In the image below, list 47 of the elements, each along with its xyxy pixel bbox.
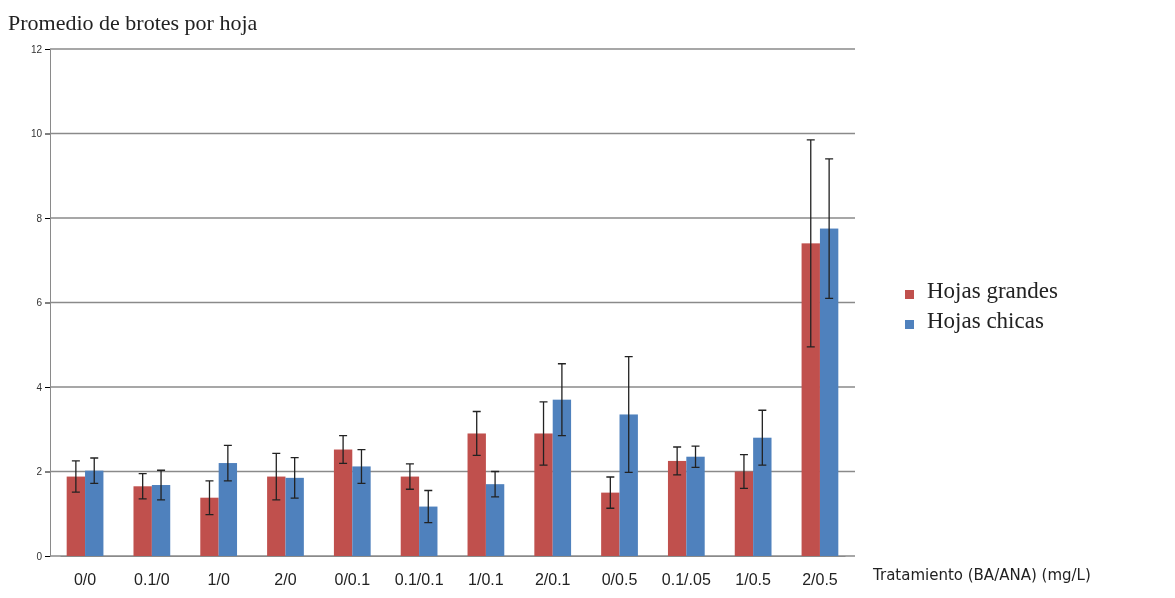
y-tick-label: 8: [36, 212, 43, 224]
bar: [485, 484, 505, 556]
legend-label: Hojas grandes: [927, 278, 1058, 303]
bar: [352, 466, 371, 556]
bar: [686, 456, 705, 556]
bar: [552, 399, 572, 556]
bar: [285, 477, 304, 556]
bar: [534, 433, 553, 556]
x-tick-label: 2/0.1: [534, 571, 571, 589]
bar: [218, 463, 238, 556]
chart-title: Promedio de brotes por hoja: [8, 10, 258, 35]
x-tick-label: 0/0: [73, 571, 97, 589]
x-tick-label: 0.1/0: [134, 571, 170, 589]
bar: [819, 228, 839, 556]
x-axis-title: Tratamiento (BA/ANA) (mg/L): [872, 566, 1091, 584]
y-tick-label: 6: [36, 297, 43, 309]
bar: [133, 486, 152, 556]
bar: [419, 506, 438, 556]
x-tick-label: 0.1/0.1: [394, 571, 444, 589]
y-tick-label: 10: [30, 128, 43, 140]
bar: [601, 492, 620, 556]
bar: [400, 476, 420, 556]
bar: [667, 460, 687, 556]
x-tick-label: 0/0.1: [334, 571, 371, 589]
bar: [151, 485, 171, 556]
bar: [467, 433, 486, 556]
bar: [200, 497, 219, 556]
bar: [734, 471, 754, 556]
x-tick-label: 0.1/.05: [661, 571, 711, 589]
x-tick-label: 2/0: [274, 571, 297, 589]
x-tick-label: 2/0.5: [802, 571, 838, 589]
bar: [619, 414, 638, 556]
x-tick-label: 1/0.1: [468, 571, 504, 589]
x-tick-label: 1/0.5: [735, 571, 772, 589]
bar: [801, 243, 820, 556]
bar: [267, 476, 286, 556]
y-tick-label: 4: [36, 381, 43, 393]
bar: [66, 476, 86, 556]
bar: [333, 449, 353, 556]
legend-label: Hojas chicas: [927, 308, 1044, 333]
y-tick-label: 2: [36, 466, 43, 478]
bar: [753, 437, 772, 556]
y-tick-label: 12: [30, 43, 43, 55]
x-tick-label: 1/0: [207, 571, 230, 589]
y-tick-label: 0: [36, 550, 43, 562]
bar: [85, 470, 104, 556]
x-tick-label: 0/0.5: [601, 571, 638, 589]
